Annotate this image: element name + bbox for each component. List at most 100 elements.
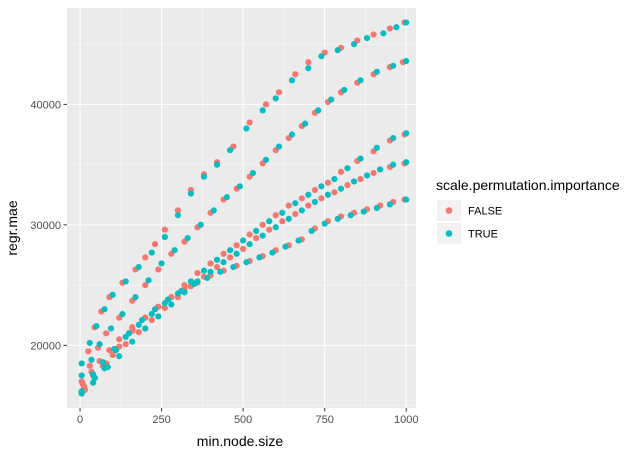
data-point-true (334, 47, 341, 54)
data-point-true (403, 196, 410, 203)
y-tick-label: 30000 (30, 220, 61, 232)
data-point-false (142, 254, 149, 261)
data-point-true (135, 321, 142, 328)
data-point-true (275, 143, 283, 150)
data-point-false (386, 25, 394, 32)
data-point-true (78, 389, 85, 396)
data-point-false (357, 175, 364, 183)
data-point-true (122, 278, 129, 285)
data-point-false (318, 195, 325, 202)
data-point-true (230, 263, 237, 271)
data-point-true (373, 68, 380, 75)
data-point-true (321, 220, 328, 227)
data-point-false (370, 31, 377, 38)
data-point-true (200, 173, 208, 180)
data-point-false (292, 71, 299, 78)
data-point-true (305, 65, 312, 72)
data-point-true (360, 208, 367, 215)
data-point-false (305, 59, 312, 66)
data-point-false (220, 250, 227, 257)
data-point-true (373, 204, 380, 212)
data-point-true (96, 341, 103, 348)
data-point-true (403, 130, 410, 137)
data-point-false (285, 202, 292, 209)
data-point-true (132, 294, 139, 301)
data-point-false (262, 101, 270, 108)
data-point-true (292, 200, 299, 207)
data-point-false (292, 210, 299, 218)
data-point-false (240, 245, 247, 253)
data-point-true (101, 365, 108, 372)
data-point-true (253, 227, 260, 234)
legend-label-true: TRUE (468, 229, 498, 241)
data-point-true (390, 135, 397, 142)
data-point-false (151, 241, 159, 248)
x-tick-label: 0 (77, 414, 83, 426)
data-point-false (135, 329, 142, 336)
data-point-true (403, 57, 410, 65)
data-point-true (109, 291, 116, 298)
data-point-false (246, 231, 253, 238)
data-point-true (119, 310, 126, 318)
legend-swatch-false (445, 207, 453, 214)
data-point-true (305, 191, 312, 198)
data-point-true (377, 166, 384, 173)
data-point-true (89, 379, 97, 386)
data-point-false (275, 89, 283, 96)
data-point-false (85, 348, 92, 355)
data-point-true (279, 209, 286, 216)
data-point-false (272, 212, 279, 219)
data-point-true (88, 356, 95, 363)
x-tick-label: 250 (152, 414, 170, 426)
data-point-true (298, 207, 305, 214)
data-point-true (288, 131, 296, 138)
data-point-true (161, 233, 168, 241)
data-point-true (282, 243, 289, 250)
data-point-false (370, 169, 377, 177)
data-point-false (344, 182, 351, 189)
data-point-true (197, 221, 204, 228)
data-point-true (308, 227, 315, 234)
legend-label-false: FALSE (468, 206, 502, 218)
data-point-true (285, 215, 292, 222)
data-point-true (191, 280, 198, 287)
data-point-false (324, 179, 332, 186)
data-point-true (318, 53, 325, 60)
data-point-false (148, 316, 155, 324)
data-point-false (155, 266, 162, 273)
data-point-true (259, 232, 266, 239)
data-point-true (390, 62, 397, 69)
data-point-true (318, 183, 325, 190)
data-point-true (344, 165, 351, 172)
data-point-true (148, 310, 155, 318)
data-point-true (240, 237, 247, 244)
data-point-true (213, 256, 221, 263)
data-point-false (253, 235, 260, 242)
data-point-true (226, 247, 234, 254)
data-point-true (233, 250, 240, 257)
data-point-false (279, 218, 286, 225)
data-point-true (243, 259, 250, 266)
data-point-true (295, 237, 302, 244)
data-point-true (171, 247, 178, 254)
data-point-false (116, 336, 123, 343)
data-point-true (151, 306, 159, 313)
data-point-true (272, 95, 279, 102)
data-point-true (269, 249, 276, 256)
data-point-true (223, 194, 230, 201)
data-point-true (403, 19, 410, 26)
data-point-true (138, 316, 146, 324)
data-point-true (350, 41, 358, 48)
data-point-true (207, 268, 214, 275)
data-point-true (243, 125, 250, 132)
data-point-false (305, 202, 312, 209)
data-point-false (106, 347, 113, 354)
x-tick-label: 500 (234, 414, 252, 426)
data-point-false (259, 221, 266, 228)
y-tick-label: 40000 (30, 99, 61, 111)
data-point-true (262, 156, 270, 163)
data-point-false (122, 341, 129, 348)
data-point-false (194, 269, 201, 277)
data-point-true (93, 322, 100, 330)
data-point-true (357, 77, 364, 84)
